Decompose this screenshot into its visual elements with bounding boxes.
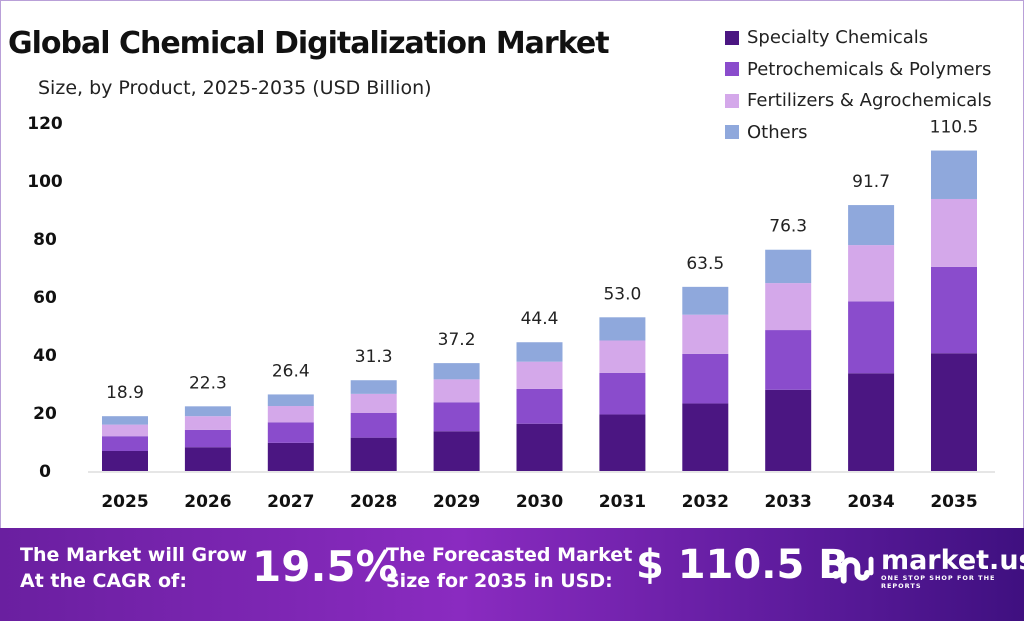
logo-text: market.us	[880, 545, 1024, 576]
logo-tagline: ONE STOP SHOP FOR THE REPORTS	[880, 574, 996, 590]
legend-label: Fertilizers & Agrochemicals	[747, 90, 992, 112]
legend-label: Others	[747, 121, 808, 143]
legend: Specialty Chemicals Petrochemicals & Poly…	[725, 22, 992, 148]
legend-item: Petrochemicals & Polymers	[725, 54, 992, 86]
market-us-logo: market.us ONE STOP SHOP FOR THE REPORTS	[830, 545, 1024, 590]
legend-swatch	[725, 30, 739, 45]
chart-title: Global Chemical Digitalization Market	[8, 26, 610, 61]
cagr-value: 19.5%	[252, 542, 398, 591]
cagr-label-line2: At the CAGR of:	[20, 570, 187, 592]
legend-swatch	[725, 125, 739, 140]
legend-item: Specialty Chemicals	[725, 22, 992, 54]
forecast-label: The Forecasted Market Size for 2035 in US…	[386, 542, 632, 594]
cagr-label-line1: The Market will Grow	[20, 544, 248, 566]
chart-subtitle: Size, by Product, 2025-2035 (USD Billion…	[38, 77, 432, 99]
logo-icon	[831, 556, 874, 584]
forecast-label-line2: Size for 2035 in USD:	[386, 570, 613, 592]
legend-label: Specialty Chemicals	[747, 27, 929, 49]
legend-item: Fertilizers & Agrochemicals	[725, 85, 992, 117]
footer-banner: The Market will Grow At the CAGR of: 19.5…	[0, 528, 1024, 621]
legend-item: Others	[725, 117, 992, 149]
forecast-value: $ 110.5 B	[636, 542, 849, 588]
forecast-label-line1: The Forecasted Market	[386, 544, 633, 566]
legend-label: Petrochemicals & Polymers	[747, 58, 992, 80]
legend-swatch	[725, 93, 739, 108]
cagr-label: The Market will Grow At the CAGR of:	[20, 542, 247, 594]
legend-swatch	[725, 62, 739, 77]
